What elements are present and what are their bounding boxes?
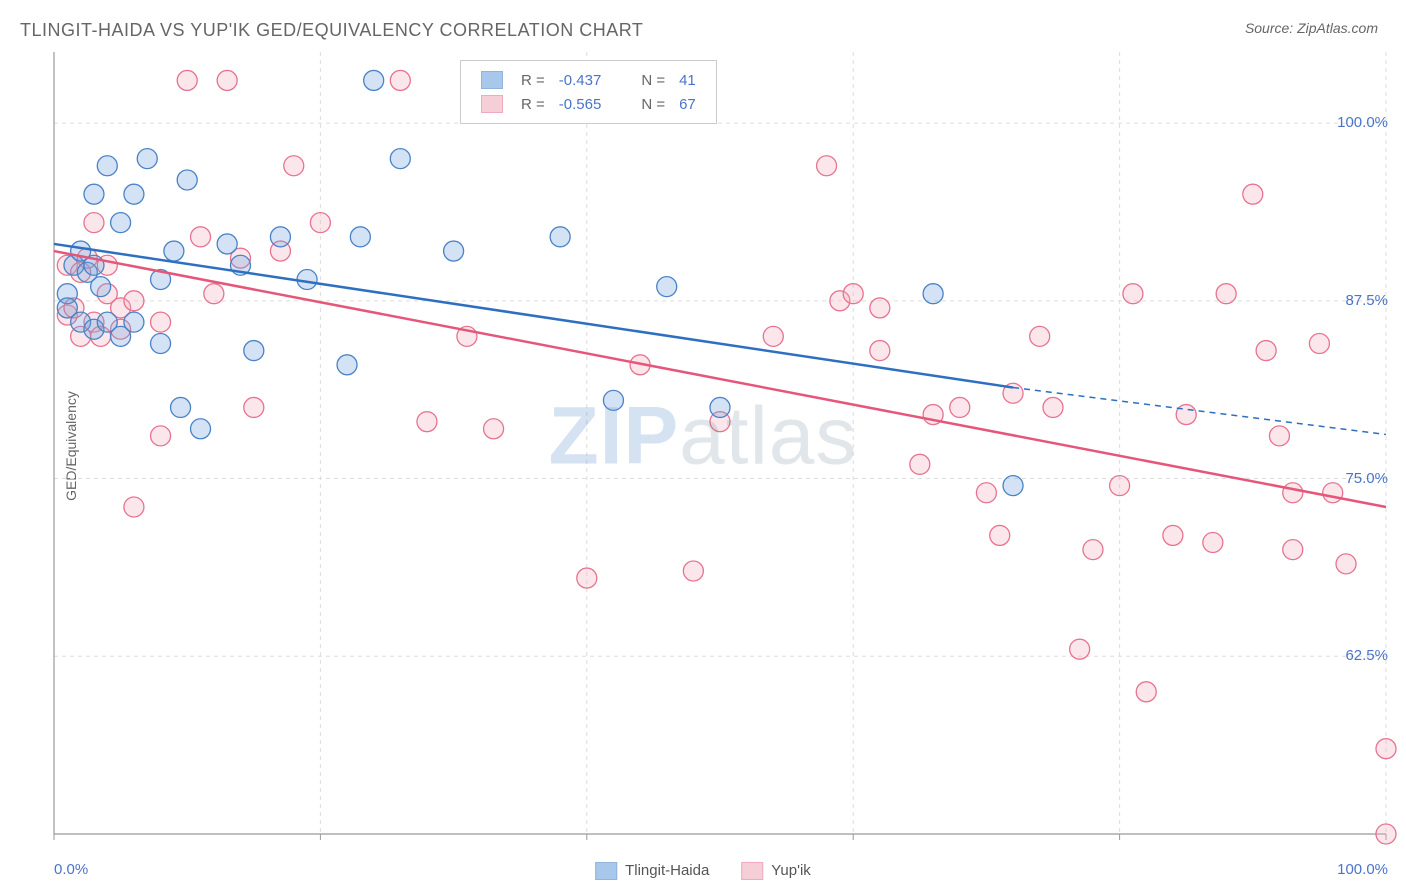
y-tick-label: 100.0% [1337,114,1388,131]
scatter-chart [0,0,1406,892]
correlation-legend: R =-0.437N =41R =-0.565N =67 [460,60,717,124]
x-tick-label: 0.0% [54,861,88,878]
y-tick-label: 87.5% [1345,292,1388,309]
legend-item: Yup'ik [741,862,810,880]
x-tick-label: 100.0% [1337,861,1388,878]
legend-item: Tlingit-Haida [595,862,709,880]
y-tick-label: 62.5% [1345,647,1388,664]
series-legend: Tlingit-Haida Yup'ik [579,862,827,880]
y-tick-label: 75.0% [1345,470,1388,487]
